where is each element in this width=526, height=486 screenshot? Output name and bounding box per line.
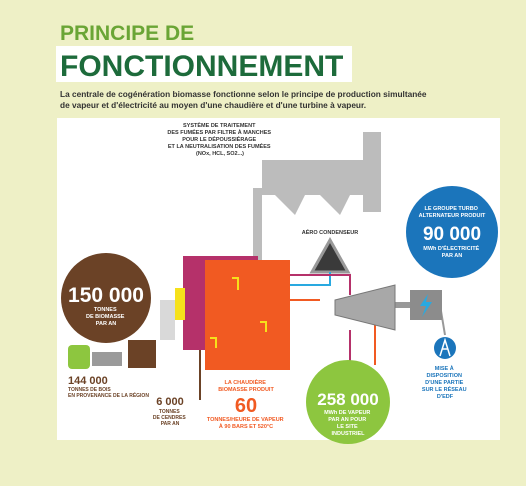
intro-line: de vapeur et d'électricité au moyen d'un…: [60, 100, 366, 110]
label-line: INDUSTRIEL: [332, 431, 366, 437]
boiler-figure: 60: [235, 395, 257, 417]
wood-figure: 144 000: [68, 375, 108, 387]
label-line: D'EDF: [437, 394, 454, 400]
silo: [68, 345, 90, 369]
lightning: [420, 294, 432, 317]
grid-label: MISE À DISPOSITION D'UNE PARTIE SUR LE R…: [422, 365, 468, 400]
title-line1: PRINCIPE DE: [60, 22, 194, 45]
label-line: SYSTÈME DE TRAITEMENT: [183, 121, 256, 129]
label-line: ET LA NEUTRALISATION DES FUMÉES: [168, 142, 271, 150]
biomass-unit: TONNES DE BIOMASSE PAR AN: [86, 307, 126, 327]
filter-label: SYSTÈME DE TRAITEMENT DES FUMÉES PAR FIL…: [167, 121, 272, 157]
label-line: PAR AN POUR: [328, 417, 366, 423]
ashes-figure: 6 000: [156, 396, 184, 408]
biomass-circle: [61, 253, 151, 343]
turbine-unit: MWh D'ÉLECTRICITÉ PAR AN: [423, 244, 481, 259]
label-line: ALTERNATEUR PRODUIT: [419, 213, 486, 219]
steam-figure: 258 000: [317, 390, 378, 409]
label-line: D'UNE PARTIE: [425, 380, 464, 386]
flame: [260, 321, 267, 332]
label-line: TONNES DE BOIS: [68, 387, 111, 393]
label-line: BIOMASSE PRODUIT: [218, 387, 274, 393]
label-line: DE CENDRES: [153, 415, 186, 421]
label-line: TONNES/HEURE DE VAPEUR: [207, 417, 284, 423]
label-line: TONNES: [94, 307, 117, 313]
ashes-unit: TONNES DE CENDRES PAR AN: [153, 409, 187, 427]
feeder: [175, 288, 185, 320]
filter-building: [253, 132, 381, 260]
steam-circle: [306, 360, 390, 444]
label-line: LE SITE: [337, 424, 358, 430]
flame: [210, 337, 217, 348]
title-box: [56, 46, 352, 82]
label-line: PAR AN: [161, 421, 180, 427]
title-line2: FONCTIONNEMENT: [60, 50, 343, 83]
label-line: À 90 BARS ET 520°C: [219, 423, 273, 430]
label-line: MISE À: [435, 365, 454, 372]
turbine-label: LE GROUPE TURBO ALTERNATEUR PRODUIT: [419, 206, 486, 219]
steam-unit: MWh DE VAPEUR PAR AN POUR LE SITE INDUST…: [324, 410, 372, 437]
boiler-label: LA CHAUDIÈRE BIOMASSE PRODUIT: [218, 378, 274, 393]
electricity-circle: [406, 186, 498, 278]
intro-line: La centrale de cogénération biomasse fon…: [60, 89, 427, 99]
label-line: PAR AN: [96, 321, 117, 327]
wood-pile: [128, 340, 156, 368]
wood-unit: TONNES DE BOIS EN PROVENANCE DE LA RÉGIO…: [68, 387, 149, 399]
turbine: [334, 284, 396, 331]
electricity-figure: 90 000: [423, 224, 481, 245]
label-line: EN PROVENANCE DE LA RÉGION: [68, 391, 149, 399]
label-line: DE BIOMASSE: [86, 314, 125, 320]
label-line: DISPOSITION: [427, 373, 462, 379]
label-line: MWh D'ÉLECTRICITÉ: [423, 244, 479, 252]
label-line: SUR LE RÉSEAU: [422, 385, 467, 393]
pylon: [439, 337, 451, 357]
aero-label: AÉRO CONDENSEUR: [302, 228, 359, 236]
hopper: [160, 300, 175, 340]
label-line: POUR LE DÉPOUSSIÉRAGE: [182, 135, 256, 143]
label-line: (NOx, HCL, SO2...): [196, 151, 244, 157]
truck: [92, 352, 122, 366]
grid-icon: [434, 337, 456, 359]
boiler: [205, 260, 290, 370]
label-line: DES FUMÉES PAR FILTRE À MANCHES: [167, 128, 271, 136]
label-line: LA CHAUDIÈRE: [225, 378, 267, 386]
label-line: LE GROUPE TURBO: [424, 206, 478, 212]
biomass-figure: 150 000: [68, 284, 144, 307]
label-line: TONNES: [159, 409, 180, 415]
label-line: MWh DE VAPEUR: [324, 410, 370, 416]
label-line: PAR AN: [442, 253, 463, 259]
boiler-unit: TONNES/HEURE DE VAPEUR À 90 BARS ET 520°…: [207, 417, 285, 430]
flame: [232, 277, 239, 290]
